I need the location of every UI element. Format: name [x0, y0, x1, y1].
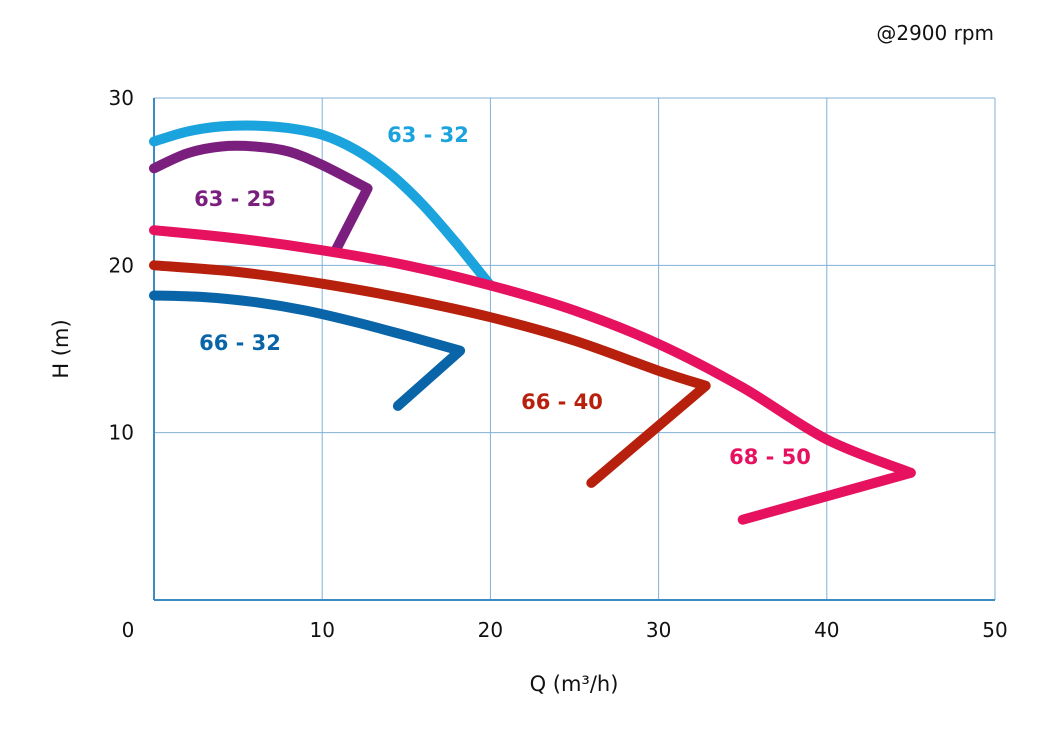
- x-tick-label: 0: [122, 618, 135, 642]
- curve-label: 66 - 32: [199, 331, 281, 355]
- x-tick-label: 20: [478, 618, 503, 642]
- x-tick-labels: 0 10 20 30 40 50: [122, 618, 1008, 642]
- curve-label: 63 - 25: [194, 187, 276, 211]
- y-tick-labels: 10 20 30: [109, 86, 134, 445]
- curve-label: 63 - 32: [387, 123, 469, 147]
- x-tick-label: 30: [646, 618, 671, 642]
- x-tick-label: 10: [309, 618, 334, 642]
- y-axis-title: H (m): [49, 319, 73, 378]
- y-tick-label: 20: [109, 253, 134, 277]
- curve-63-32: [149, 120, 496, 291]
- grid-lines: [154, 97, 996, 600]
- curve-66-40: [149, 260, 711, 488]
- curve-label: 66 - 40: [521, 390, 603, 414]
- curve-63-25: [149, 140, 373, 256]
- curve-66-32: [149, 290, 466, 411]
- curve-68-50: [149, 225, 916, 525]
- y-tick-label: 30: [109, 86, 134, 110]
- speed-note: @2900 rpm: [876, 21, 994, 45]
- y-tick-label: 10: [109, 421, 134, 445]
- curve-labels: 63 - 32 63 - 25 68 - 50 66 - 40 66 - 32: [194, 123, 811, 469]
- x-tick-label: 40: [814, 618, 839, 642]
- x-axis-title: Q (m³/h): [530, 672, 619, 696]
- curve-label: 68 - 50: [729, 445, 811, 469]
- pump-curves: [149, 120, 916, 525]
- x-tick-label: 50: [982, 618, 1007, 642]
